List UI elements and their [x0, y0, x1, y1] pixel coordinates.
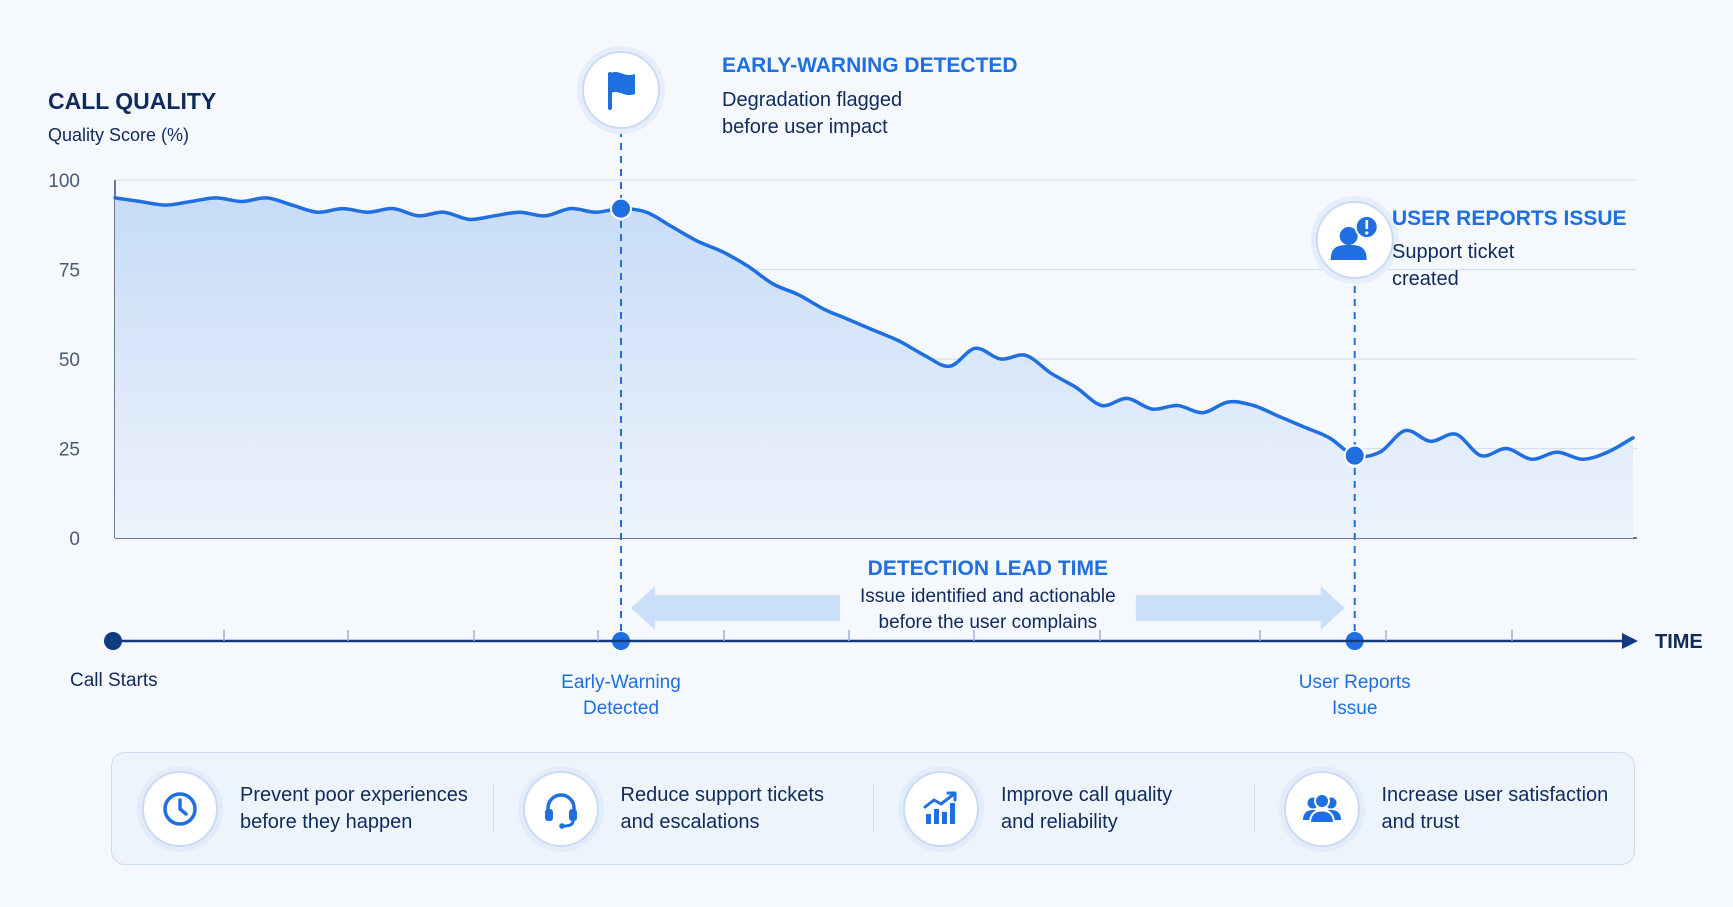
timeline-time-label: TIME: [1655, 631, 1703, 653]
y-tick-label: 100: [48, 171, 80, 192]
quality-area: [115, 197, 1633, 539]
quality-line: [113, 196, 1635, 461]
clock-icon: [142, 770, 218, 847]
event-data-point: [610, 197, 632, 220]
user-alert-icon: [1330, 215, 1379, 260]
event-early-warning: EARLY-WARNING DETECTED Degradation flagge…: [561, 46, 1018, 719]
headset-icon: [522, 770, 599, 847]
benefit-text: Improve call quality and reliability: [1001, 783, 1173, 833]
event-data-point: [1343, 444, 1366, 467]
timeline-event-label: User Reports Issue: [1299, 672, 1411, 719]
chart-growth-icon: [903, 770, 979, 847]
benefit-item: Prevent poor experiences before they hap…: [112, 753, 493, 864]
benefit-text: Prevent poor experiences before they hap…: [240, 783, 468, 833]
lead-time-text-backdrop: [839, 580, 1136, 636]
chart-title: CALL QUALITY: [48, 88, 216, 114]
y-tick-labels: 100 75 50 25 0: [48, 171, 80, 550]
detection-lead-time: DETECTION LEAD TIME Issue identified and…: [631, 557, 1345, 636]
event-detail: Degradation flagged before user impact: [722, 89, 902, 138]
benefits-panel: Prevent poor experiences before they hap…: [111, 752, 1635, 865]
timeline-arrowhead: [1622, 633, 1638, 649]
y-tick-label: 25: [59, 440, 80, 461]
event-user-report: USER REPORTS ISSUE Support ticket created U…: [1299, 196, 1627, 719]
benefit-item: Increase user satisfaction and trust: [1253, 753, 1635, 864]
y-axis-label: Quality Score (%): [48, 125, 189, 145]
benefit-item: Improve call quality and reliability: [873, 753, 1254, 864]
benefit-text: Reduce support tickets and escalations: [620, 783, 824, 833]
timeline: TIME Call Starts: [70, 630, 1703, 691]
benefit-text: Increase user satisfaction and trust: [1381, 783, 1609, 833]
y-tick-label: 0: [69, 529, 80, 550]
y-tick-label: 75: [59, 261, 80, 282]
timeline-start-dot: [104, 632, 122, 650]
event-heading: USER REPORTS ISSUE: [1392, 207, 1627, 230]
event-heading: EARLY-WARNING DETECTED: [722, 54, 1018, 77]
lead-time-title: DETECTION LEAD TIME: [868, 557, 1108, 580]
lead-time-text: Issue identified and actionable before th…: [860, 586, 1116, 633]
timeline-start-label: Call Starts: [70, 670, 158, 691]
timeline-event-label: Early-Warning Detected: [561, 672, 681, 719]
benefit-item: Reduce support tickets and escalations: [492, 753, 874, 864]
event-detail: Support ticket created: [1392, 241, 1515, 290]
users-icon: [1283, 770, 1360, 847]
y-tick-label: 50: [59, 350, 80, 371]
flag-icon: [608, 71, 635, 110]
